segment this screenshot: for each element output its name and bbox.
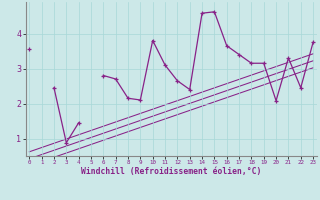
X-axis label: Windchill (Refroidissement éolien,°C): Windchill (Refroidissement éolien,°C) [81, 167, 261, 176]
